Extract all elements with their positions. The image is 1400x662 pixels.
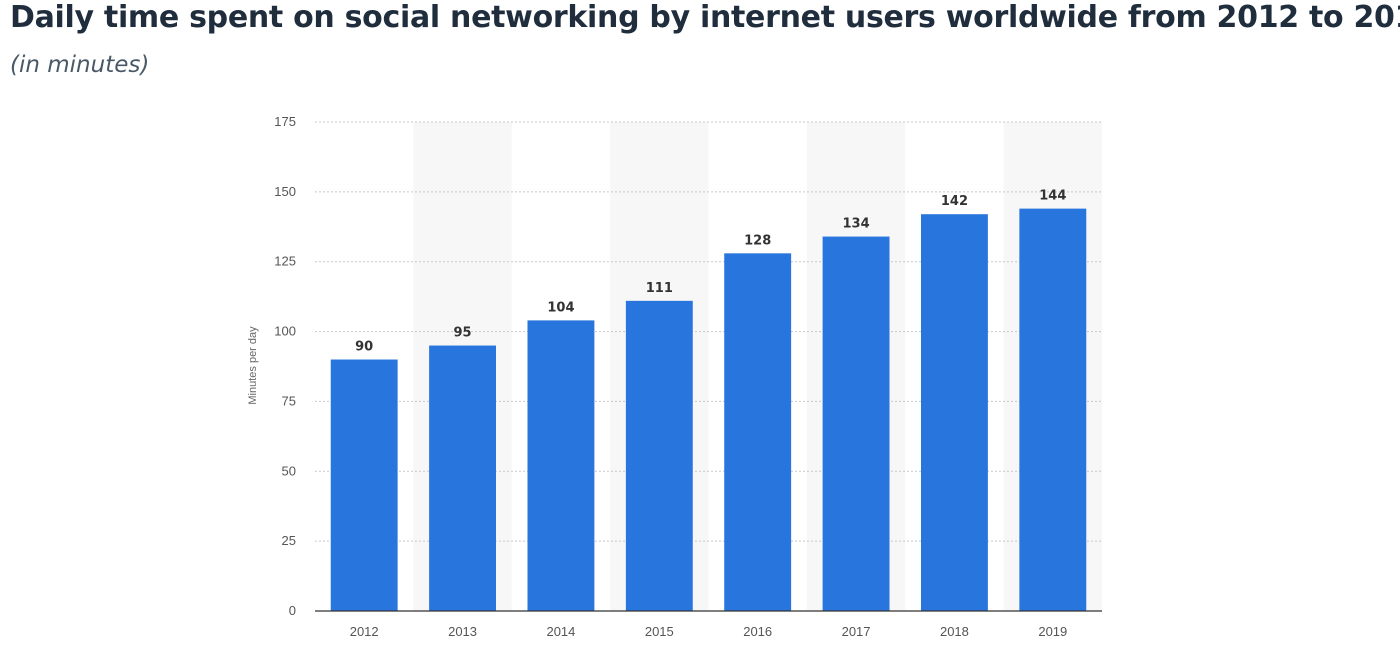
y-tick-label: 150 xyxy=(274,184,296,199)
data-label-2014: 104 xyxy=(547,300,574,315)
data-label-2019: 144 xyxy=(1039,189,1066,204)
data-label-2013: 95 xyxy=(454,326,472,341)
chart-title: Daily time spent on social networking by… xyxy=(10,0,1400,35)
x-tick-label-2014: 2014 xyxy=(546,624,575,639)
y-tick-label: 75 xyxy=(282,393,296,408)
y-tick-label: 100 xyxy=(274,324,296,339)
data-label-2012: 90 xyxy=(355,340,373,355)
x-tick-label-2019: 2019 xyxy=(1038,624,1067,639)
y-tick-label: 0 xyxy=(289,603,296,618)
y-tick-label: 25 xyxy=(282,533,296,548)
bar-2012 xyxy=(330,359,398,611)
data-label-2017: 134 xyxy=(842,217,869,232)
y-axis-label: Minutes per day xyxy=(247,326,259,405)
data-label-2018: 142 xyxy=(941,194,968,209)
x-tick-label-2012: 2012 xyxy=(350,624,379,639)
x-tick-label-2015: 2015 xyxy=(645,624,674,639)
x-tick-label-2017: 2017 xyxy=(842,624,871,639)
chart-subtitle: (in minutes) xyxy=(10,52,150,78)
bar-2018 xyxy=(920,214,988,611)
bar-2015 xyxy=(625,300,693,611)
y-tick-label: 175 xyxy=(274,114,296,129)
bar-2013 xyxy=(429,345,497,611)
x-tick-label-2016: 2016 xyxy=(743,624,772,639)
data-label-2015: 111 xyxy=(646,281,673,296)
y-tick-label: 50 xyxy=(282,463,296,478)
x-tick-label-2013: 2013 xyxy=(448,624,477,639)
bar-2016 xyxy=(724,253,792,611)
bar-2019 xyxy=(1019,208,1087,611)
data-label-2016: 128 xyxy=(744,233,771,248)
bar-2017 xyxy=(822,236,890,611)
y-tick-label: 125 xyxy=(274,254,296,269)
x-tick-label-2018: 2018 xyxy=(940,624,969,639)
bar-2014 xyxy=(527,320,595,611)
